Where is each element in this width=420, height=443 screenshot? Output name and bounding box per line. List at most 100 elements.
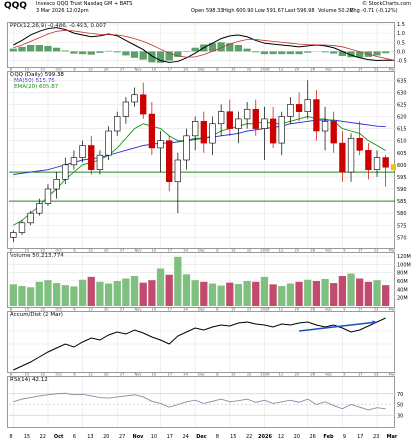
panel-x-tick-label: 17: [167, 308, 172, 312]
panel-x-tick-label: 24: [183, 68, 188, 72]
candle-body: [79, 145, 86, 158]
high-value: High 600.90: [223, 8, 254, 14]
panel-x-tick-label: 12: [279, 308, 284, 312]
x-tick-label: Oct: [54, 434, 64, 440]
price-ytick: 580: [397, 211, 407, 217]
candle-body: [373, 157, 381, 170]
panel-x-tick-label: 27: [120, 308, 125, 312]
panel-x-tick-label: Mar: [389, 373, 396, 377]
price-ytick: 590: [397, 187, 407, 193]
panel-x-tick-label: 26: [310, 249, 315, 253]
panel-x-tick-label: Nov: [134, 373, 142, 377]
panel-x-tick-label: 10: [152, 249, 157, 253]
panel-x-tick-label: 12: [279, 373, 284, 377]
volume-ytick: 20M: [397, 296, 408, 302]
price-ytick: 605: [397, 151, 407, 157]
volume-bar: [182, 274, 191, 306]
accum-dist-line: [13, 317, 386, 371]
panel-x-tick-label: 13: [88, 373, 93, 377]
x-tick-label: 15: [24, 434, 30, 440]
ppo-hist-bar: [44, 45, 52, 52]
ppo-hist-bar: [61, 50, 69, 52]
x-tick-label: 17: [167, 434, 173, 440]
panel-x-tick-label: Feb: [325, 249, 332, 253]
ppo-hist-bar: [96, 51, 104, 53]
ppo-hist-bar: [78, 51, 87, 55]
candle-body: [192, 121, 199, 137]
ppo-hist-bar: [382, 51, 390, 54]
x-tick-label: 20: [294, 434, 300, 440]
panel-x-tick-label: 20: [294, 308, 299, 312]
panel-x-tick-label: 13: [88, 308, 93, 312]
volume-bar: [260, 276, 269, 306]
panel-x-tick-label: 9: [343, 308, 346, 312]
panel-x-tick-label: 23: [374, 249, 379, 253]
ppo-hist-bar: [217, 42, 225, 52]
ppo-hist-bar: [139, 51, 147, 60]
x-tick-label: 12: [278, 434, 284, 440]
panel-x-tick-label: 6: [73, 68, 76, 72]
panel-x-tick-label: 22: [40, 373, 45, 377]
ppo-hist-bar: [9, 48, 17, 52]
candle-body: [339, 142, 346, 173]
ppo-hist-bar: [226, 43, 234, 52]
volume-ytick: 40M: [397, 287, 408, 293]
panel-x-tick-label: Nov: [134, 68, 142, 72]
candle-body: [140, 94, 147, 115]
ppo-ytick: 0.0: [397, 49, 405, 55]
panel-x-tick-label: Feb: [325, 373, 332, 377]
panel-x-tick-label: 2026: [260, 249, 270, 253]
candle-body: [200, 121, 207, 144]
x-tick-label: 2026: [258, 434, 272, 440]
volume-bar: [243, 281, 251, 306]
x-tick-label: 24: [182, 434, 188, 440]
x-tick-label: 8: [216, 434, 219, 440]
candle-body: [70, 157, 78, 166]
candle-body: [356, 137, 363, 151]
x-tick-label: 17: [357, 434, 363, 440]
panel-x-tick-label: 8: [10, 68, 13, 72]
open-value: Open 598.33: [191, 8, 224, 14]
panel-x-tick-label: 17: [358, 68, 363, 72]
ppo-hist-bar: [338, 51, 347, 56]
ppo-hist-bar: [174, 51, 182, 57]
panel-x-tick-label: 27: [120, 249, 125, 253]
price-ytick: 630: [397, 90, 407, 96]
volume-bar: [191, 280, 199, 306]
candle-body: [209, 123, 216, 144]
last-value: Last 596.98: [285, 8, 315, 14]
panel-x-tick-label: 6: [73, 249, 76, 253]
candle-body: [148, 113, 156, 149]
panel-x-tick-label: 9: [343, 249, 346, 253]
panel-x-tick-label: 24: [183, 249, 188, 253]
ema20-legend: EMA(20) 605.87: [14, 84, 59, 90]
volume-bar: [9, 284, 17, 306]
ma50-line: [13, 119, 386, 175]
candle-body: [166, 140, 173, 183]
panel-x-tick-label: 17: [167, 249, 172, 253]
panel-x-tick-label: Nov: [134, 308, 142, 312]
volume-bar: [364, 281, 372, 306]
candle-body: [235, 118, 242, 129]
panel-x-tick-label: 10: [152, 68, 157, 72]
panel-x-tick-label: 20: [104, 249, 109, 253]
ppo-hist-bar: [286, 51, 295, 55]
volume-bar: [52, 283, 61, 306]
volume-bar: [356, 278, 364, 306]
volume-bar: [330, 283, 338, 306]
panel-x-tick-label: 20: [104, 68, 109, 72]
price-ytick: 585: [397, 199, 407, 205]
volume-bar: [35, 281, 43, 306]
volume-bar: [104, 283, 113, 306]
accum-title: Accum/Dist (2 Mar): [10, 312, 63, 318]
panel-x-tick-label: 17: [358, 249, 363, 253]
volume-bar: [373, 280, 381, 306]
volume-bar: [113, 281, 121, 306]
chart-header: QQQ Invesco QQQ Trust Nasdaq GM + BATS 3…: [0, 0, 420, 22]
ppo-hist-bar: [252, 51, 260, 53]
ppo-hist-bar: [330, 51, 338, 54]
x-tick-label: 22: [40, 434, 46, 440]
ema20-line: [13, 116, 386, 226]
x-tick-label: 26: [309, 434, 315, 440]
volume-bar: [226, 282, 234, 306]
